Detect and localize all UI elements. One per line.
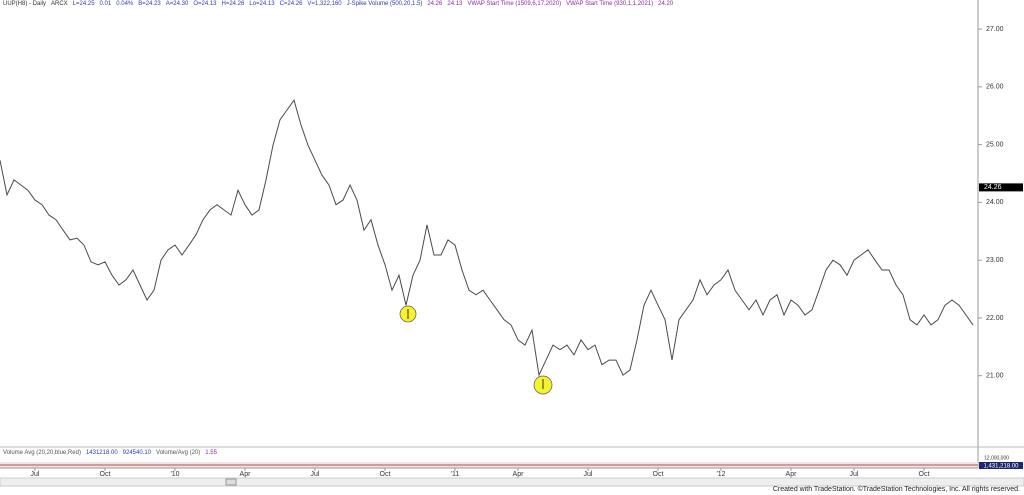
header-item: B=24.23 xyxy=(138,1,161,7)
x-tick-label: Jul xyxy=(311,471,320,478)
scrollbar[interactable] xyxy=(0,477,1024,487)
price-line xyxy=(0,99,974,377)
volume-legend-item: Volume/Avg (20) xyxy=(156,450,201,456)
x-tick-label: Apr xyxy=(786,471,798,478)
x-tick-label: Oct xyxy=(653,471,664,478)
volume-legend-item: 1431218.00 xyxy=(85,450,118,456)
y-tick-label: 23.00 xyxy=(986,257,1004,264)
y-tick-label: 21.00 xyxy=(986,373,1004,380)
x-tick-label: Oct xyxy=(380,471,391,478)
x-tick-label: '12 xyxy=(716,471,725,478)
x-tick-label: '10 xyxy=(170,471,179,478)
y-tick-label: 27.00 xyxy=(986,26,1004,33)
last-price-label: 24.26 xyxy=(984,184,1002,191)
y-tick-label: 25.00 xyxy=(986,141,1004,148)
x-tick-label: Jul xyxy=(584,471,593,478)
header-item: VWAP Start Time (1509,6,17,2020) xyxy=(467,1,562,7)
y-tick-label: 22.00 xyxy=(986,315,1004,322)
header-item: ARCX xyxy=(51,1,68,7)
header-item: H=24.26 xyxy=(221,1,245,7)
volume-legend-item: 1.55 xyxy=(205,450,217,456)
volume-last-label: 1,431,218.00 xyxy=(983,464,1019,470)
header-item: 0.01 xyxy=(99,1,112,7)
x-tick-label: Jul xyxy=(850,471,859,478)
x-tick-label: '11 xyxy=(451,471,460,478)
header-item: VWAP Start Time (930,1,1,2021) xyxy=(566,1,654,7)
header-item: UUP(H8) - Daily xyxy=(3,1,47,7)
x-tick-label: Apr xyxy=(240,471,252,478)
header-item: 24.13 xyxy=(447,1,463,7)
volume-legend: Volume Avg (20,20,blue,Red) 1431218.00 924… xyxy=(3,450,222,456)
header-item: 24.20 xyxy=(658,1,674,7)
volume-legend-item: 924540.10 xyxy=(122,450,152,456)
x-tick-label: Apr xyxy=(513,471,525,478)
header-item: 24.26 xyxy=(427,1,443,7)
header-item: C=24.26 xyxy=(279,1,303,7)
x-tick-label: Oct xyxy=(100,471,111,478)
header-item: A=24.30 xyxy=(165,1,189,7)
header-item: 0.04% xyxy=(116,1,134,7)
volume-last-box xyxy=(979,462,1023,469)
x-tick-label: Oct xyxy=(919,471,930,478)
y-tick-label: 26.00 xyxy=(986,84,1004,91)
last-price-box xyxy=(979,183,1023,192)
header-item: J-Spike Volume (500,20,1.5) xyxy=(346,1,423,7)
scrollbar-thumb[interactable] xyxy=(225,478,237,486)
header-item: Lo=24.13 xyxy=(249,1,275,7)
volume-legend-item: Volume Avg (20,20,blue,Red) xyxy=(3,450,81,456)
header-item: O=24.13 xyxy=(193,1,217,7)
header-item: L=24.25 xyxy=(72,1,95,7)
footer: Created with TradeStation. ©TradeStation… xyxy=(772,486,1020,493)
header: UUP(H8) - Daily ARCX L=24.25 0.01 0.04% B=24.… xyxy=(3,1,678,7)
volume-axis-label: 12,000,000 xyxy=(984,455,1009,461)
x-tick-label: Jul xyxy=(31,471,40,478)
header-item: V=1,322,160 xyxy=(307,1,342,7)
y-tick-label: 24.00 xyxy=(986,199,1004,206)
